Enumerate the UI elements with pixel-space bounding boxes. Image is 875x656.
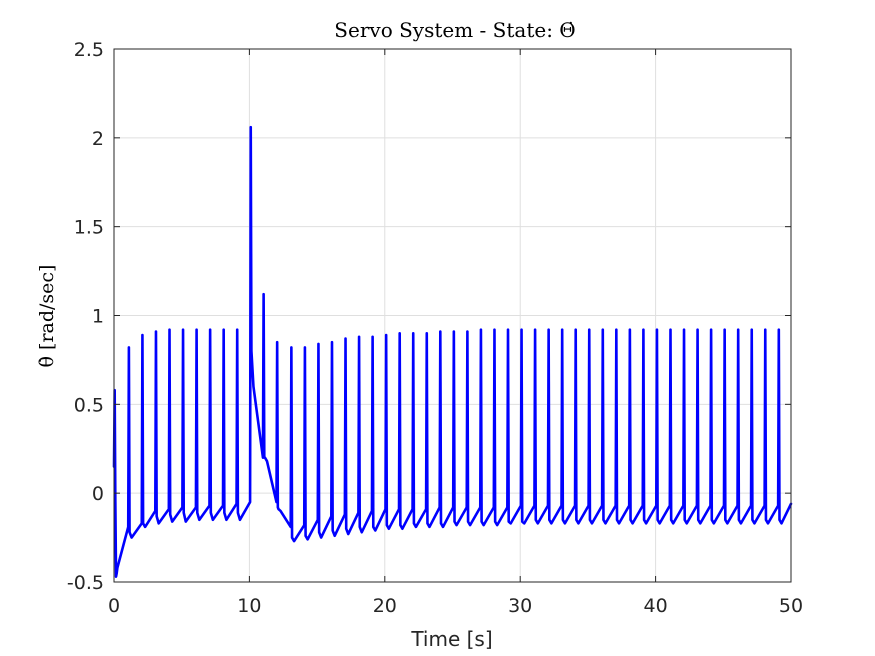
y-tick-label: 0.5 <box>74 394 104 416</box>
y-tick-label: -0.5 <box>67 572 104 594</box>
y-tick-label: 2 <box>92 128 104 150</box>
y-tick-label: 1 <box>92 306 104 328</box>
y-axis-label: θ̇ [rad/sec] <box>36 265 58 368</box>
x-axis-label: Time [s] <box>410 627 492 651</box>
y-tick-label: 2.5 <box>74 39 104 61</box>
x-tick-label: 20 <box>373 595 397 617</box>
y-tick-label: 1.5 <box>74 217 104 239</box>
x-tick-label: 50 <box>779 595 803 617</box>
x-tick-label: 40 <box>644 595 668 617</box>
series-line-0 <box>112 125 793 578</box>
y-tick-label: 0 <box>92 483 104 505</box>
ticks: 0 10 20 30 40 50-0.500.511.522.5 <box>67 39 803 617</box>
series-layer <box>112 125 793 578</box>
x-tick-label: 30 <box>508 595 532 617</box>
x-tick-label: 10 <box>237 595 261 617</box>
x-tick-label: 0 <box>108 595 120 617</box>
chart-title: Servo System - State: Θ̇ <box>334 18 575 42</box>
